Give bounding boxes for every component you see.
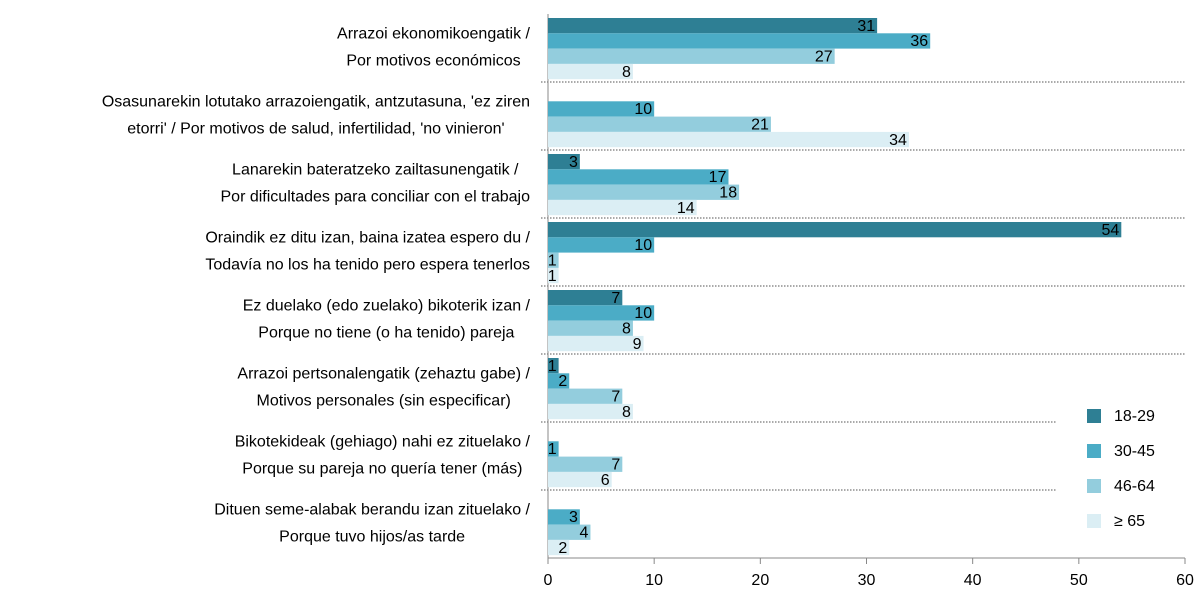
- x-tick-label: 0: [544, 572, 553, 589]
- value-label: 36: [910, 33, 928, 50]
- legend-swatch: [1087, 409, 1101, 423]
- legend-swatch: [1087, 514, 1101, 528]
- value-label: 8: [622, 320, 631, 337]
- value-label: 1: [548, 252, 557, 269]
- value-label: 10: [634, 237, 652, 254]
- bar: [548, 305, 655, 321]
- value-label: 4: [580, 524, 589, 541]
- value-label: 6: [601, 472, 610, 489]
- value-label: 8: [622, 64, 631, 81]
- category-label: Arrazoi pertsonalengatik (zehaztu gabe) …: [237, 366, 530, 383]
- x-tick-label: 30: [858, 572, 876, 589]
- value-label: 1: [548, 358, 557, 375]
- x-tick-label: 40: [964, 572, 982, 589]
- bar: [548, 199, 697, 216]
- legend-label: ≥ 65: [1114, 513, 1145, 530]
- legend-swatch: [1087, 444, 1101, 458]
- value-label: 3: [569, 509, 578, 526]
- value-label: 3: [569, 154, 578, 171]
- category-label: Porque tuvo hijos/as tarde: [279, 529, 465, 546]
- value-label: 7: [611, 290, 620, 307]
- bar: [548, 252, 559, 268]
- bar: [548, 524, 591, 540]
- legend-label: 18-29: [1114, 408, 1155, 425]
- value-label: 10: [634, 101, 652, 118]
- bar: [548, 131, 909, 148]
- value-label: 21: [751, 116, 769, 133]
- bar: [548, 222, 1122, 238]
- value-label: 27: [815, 48, 833, 65]
- value-label: 10: [634, 305, 652, 322]
- bar: [548, 18, 878, 34]
- bar: [548, 184, 740, 200]
- value-label: 7: [611, 456, 620, 473]
- category-label: Dituen seme-alabak berandu izan zituelak…: [214, 502, 530, 519]
- bar: [548, 48, 835, 64]
- value-label: 14: [677, 200, 695, 217]
- value-label: 2: [558, 540, 567, 557]
- bar: [548, 290, 623, 306]
- value-label: 2: [558, 373, 567, 390]
- bar: [548, 509, 580, 525]
- category-label: Lanarekin bateratzeko zailtasunengatik /: [232, 162, 519, 179]
- bar: [548, 116, 771, 132]
- bar: [548, 441, 559, 457]
- bar: [548, 335, 644, 352]
- value-label: 7: [611, 388, 620, 405]
- value-label: 9: [633, 336, 642, 353]
- bar: [548, 267, 559, 284]
- category-label: etorri' / Por motivos de salud, infertil…: [127, 121, 504, 138]
- x-tick-label: 20: [751, 572, 769, 589]
- value-label: 34: [889, 132, 907, 149]
- legend-label: 46-64: [1114, 478, 1155, 495]
- category-label: Por dificultades para conciliar con el t…: [221, 189, 531, 206]
- bar: [548, 33, 931, 49]
- legend-swatch: [1087, 479, 1101, 493]
- bar: [548, 456, 623, 472]
- bar: [548, 320, 633, 336]
- value-label: 8: [622, 404, 631, 421]
- bar: [548, 358, 559, 374]
- bar: [548, 403, 633, 420]
- bar: [548, 169, 729, 185]
- category-label: Ez duelako (edo zuelako) bikoterik izan …: [243, 298, 531, 315]
- bar: [548, 101, 655, 117]
- category-label: Bikotekideak (gehiago) nahi ez zituelako…: [235, 434, 531, 451]
- category-label: Arrazoi ekonomikoengatik /: [337, 26, 531, 43]
- category-label: Todavía no los ha tenido pero espera ten…: [205, 257, 530, 274]
- bar: [548, 63, 633, 80]
- x-tick-label: 50: [1070, 572, 1088, 589]
- bar: [548, 154, 580, 170]
- legend-label: 30-45: [1114, 443, 1155, 460]
- value-label: 31: [857, 18, 875, 35]
- x-tick-label: 60: [1176, 572, 1194, 589]
- value-label: 18: [719, 184, 737, 201]
- value-label: 54: [1102, 222, 1120, 239]
- category-label: Osasunarekin lotutako arrazoiengatik, an…: [102, 94, 530, 111]
- category-label: Oraindik ez ditu izan, baina izatea espe…: [205, 230, 530, 247]
- bar: [548, 237, 655, 253]
- bar: [548, 471, 612, 488]
- category-label: Por motivos económicos: [346, 53, 520, 70]
- category-label: Motivos personales (sin especificar): [257, 393, 511, 410]
- category-label: Porque su pareja no quería tener (más): [242, 461, 522, 478]
- category-label: Porque no tiene (o ha tenido) pareja: [258, 325, 514, 342]
- value-label: 17: [709, 169, 727, 186]
- bar: [548, 388, 623, 404]
- bar: [548, 373, 570, 389]
- x-tick-label: 10: [645, 572, 663, 589]
- value-label: 1: [548, 441, 557, 458]
- value-label: 1: [548, 268, 557, 285]
- bar: [548, 539, 570, 556]
